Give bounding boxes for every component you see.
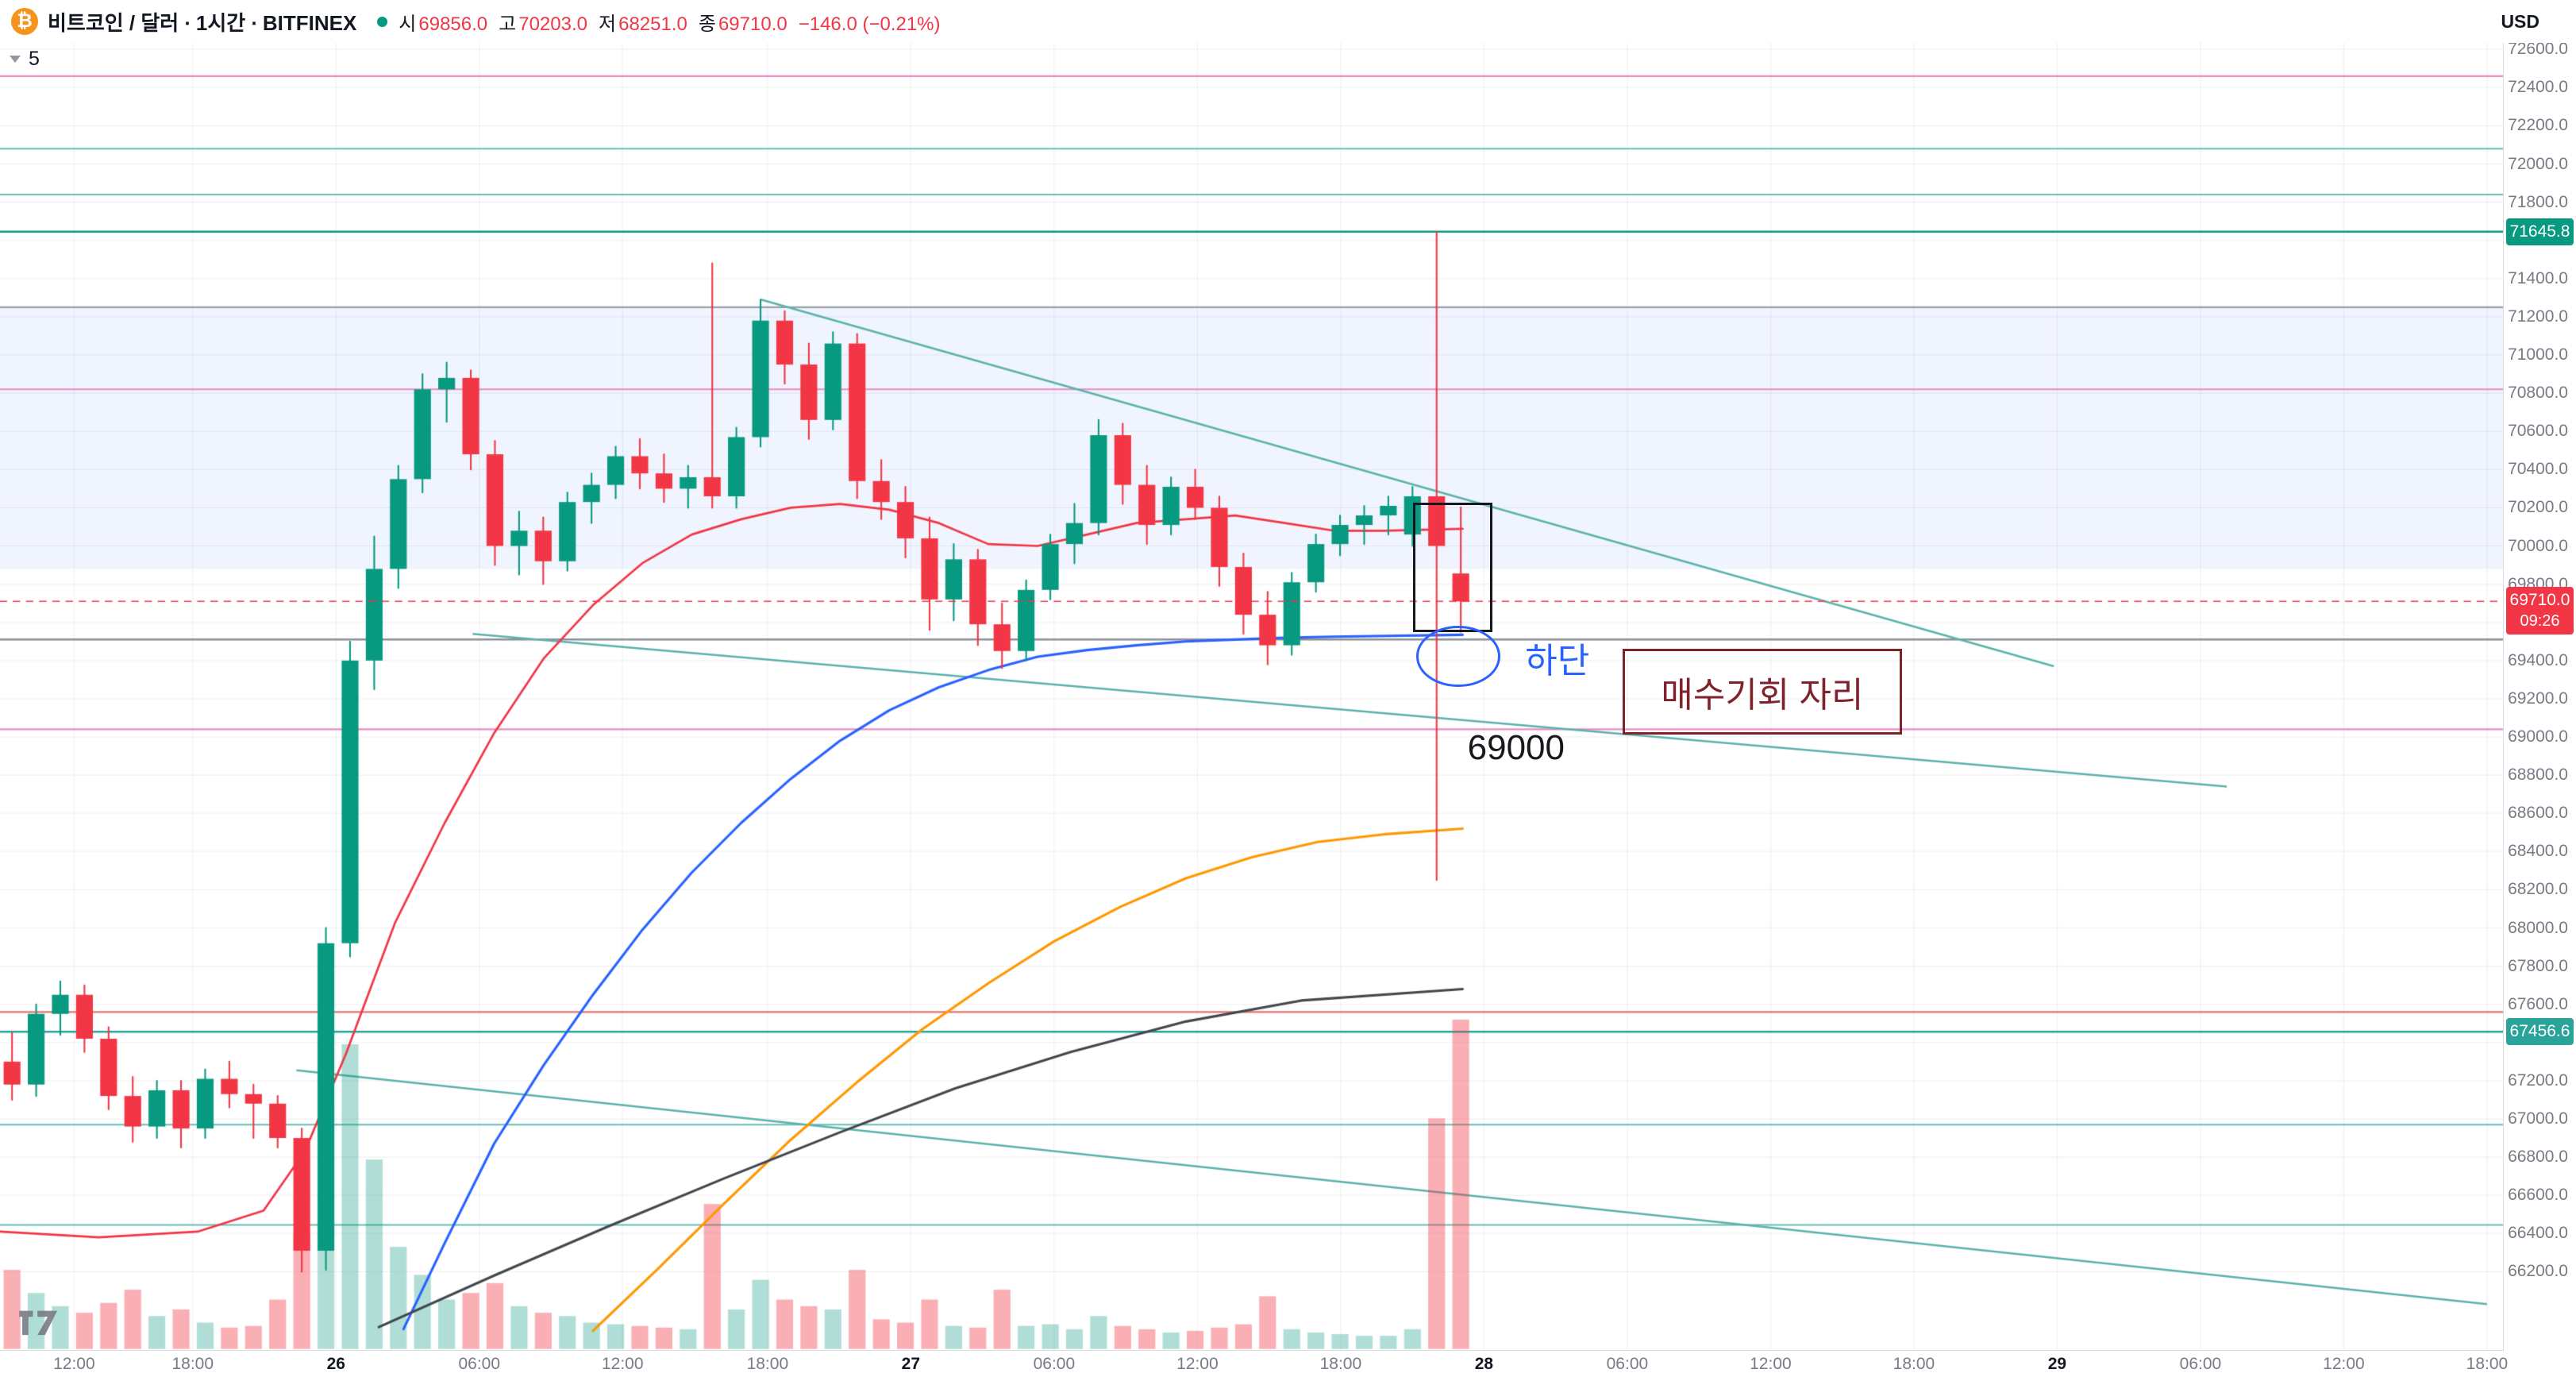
annotation-buy-opportunity-text: 매수기회 자리 — [1661, 676, 1864, 716]
tradingview-logo[interactable] — [16, 1305, 65, 1342]
price-tick-label: 68400.0 — [2508, 842, 2568, 861]
price-tick-label: 71800.0 — [2508, 192, 2568, 211]
time-tick-label: 18:00 — [2466, 1355, 2509, 1373]
time-tick-label: 18:00 — [1319, 1355, 1362, 1373]
price-tick-label: 70000.0 — [2508, 536, 2568, 555]
price-tick-label: 71200.0 — [2508, 307, 2568, 326]
time-tick-label: 06:00 — [458, 1355, 501, 1373]
interval-value: 5 — [29, 48, 40, 70]
annotation-ellipse[interactable] — [1416, 626, 1500, 687]
chevron-down-icon — [10, 56, 21, 63]
price-tick-label: 68600.0 — [2508, 804, 2568, 823]
annotation-text-69000[interactable]: 69000 — [1467, 727, 1565, 767]
price-tick-label: 68800.0 — [2508, 766, 2568, 785]
price-tick-label: 71000.0 — [2508, 345, 2568, 364]
ohlc-readout: 시 69856.0 고 70203.0 저 68251.0 종 69710.0 −146… — [387, 8, 940, 36]
price-tick-label: 70800.0 — [2508, 384, 2568, 403]
currency-label[interactable]: USD — [2501, 11, 2539, 32]
price-badge-spike-high[interactable]: 71645.8 — [2506, 218, 2574, 245]
price-tick-label: 71400.0 — [2508, 268, 2568, 287]
time-tick-label: 18:00 — [1893, 1355, 1935, 1373]
time-tick-label: 12:00 — [1176, 1355, 1219, 1373]
low-value: 68251.0 — [618, 13, 687, 35]
price-tick-label: 70200.0 — [2508, 498, 2568, 517]
time-tick-label: 26 — [326, 1355, 345, 1373]
time-tick-label: 12:00 — [1750, 1355, 1792, 1373]
time-tick-label: 28 — [1474, 1355, 1494, 1373]
price-tick-label: 70600.0 — [2508, 422, 2568, 441]
low-label: 저 — [599, 13, 617, 35]
price-tick-label: 69200.0 — [2508, 688, 2568, 708]
price-tick-label: 70400.0 — [2508, 460, 2568, 479]
price-tick-label: 66600.0 — [2508, 1186, 2568, 1205]
annotation-buy-opportunity-box[interactable]: 매수기회 자리 — [1622, 649, 1903, 735]
price-tick-label: 72000.0 — [2508, 154, 2568, 173]
price-badge-last-price[interactable]: 69710.0 09:26 — [2506, 587, 2574, 635]
price-tick-label: 69400.0 — [2508, 650, 2568, 669]
high-value: 70203.0 — [518, 13, 587, 35]
time-axis[interactable]: 12:00 18:00 26 06:00 12:00 18:00 27 06:00 12:00 1… — [0, 1350, 2508, 1377]
time-tick-label: 12:00 — [2323, 1355, 2365, 1373]
price-badge-spike-high-value: 71645.8 — [2509, 222, 2570, 241]
time-tick-label: 06:00 — [2179, 1355, 2222, 1373]
bar-countdown: 09:26 — [2520, 612, 2560, 631]
change-value: −146.0 (−0.21%) — [798, 13, 941, 35]
symbol-title-button[interactable]: 비트코인 / 달러 ∙ 1시간 ∙ BITFINEX — [48, 10, 357, 35]
high-label: 고 — [499, 13, 517, 35]
time-tick-label: 12:00 — [601, 1355, 644, 1373]
price-axis[interactable]: 71645.8 69710.0 09:26 67456.6 72600.0 7240… — [2503, 0, 2576, 1377]
price-tick-label: 67600.0 — [2508, 994, 2568, 1013]
time-tick-label: 12:00 — [53, 1355, 95, 1373]
market-open-dot-icon — [377, 16, 388, 27]
price-tick-label: 68000.0 — [2508, 918, 2568, 937]
open-label: 시 — [399, 13, 417, 35]
close-value: 69710.0 — [718, 13, 787, 35]
annotation-rectangle[interactable] — [1413, 502, 1492, 633]
price-tick-label: 72400.0 — [2508, 78, 2568, 97]
price-tick-label: 66400.0 — [2508, 1224, 2568, 1243]
price-tick-label: 67000.0 — [2508, 1109, 2568, 1128]
price-badge-support-line[interactable]: 67456.6 — [2506, 1018, 2574, 1046]
price-tick-label: 67800.0 — [2508, 956, 2568, 975]
time-tick-label: 27 — [901, 1355, 921, 1373]
close-label: 종 — [698, 13, 716, 35]
open-value: 69856.0 — [418, 13, 488, 35]
price-tick-label: 68200.0 — [2508, 880, 2568, 899]
bitcoin-icon: ₿ — [11, 8, 38, 35]
annotation-text-hadan[interactable]: 하단 — [1525, 642, 1590, 681]
time-tick-label: 06:00 — [1033, 1355, 1076, 1373]
price-tick-label: 72200.0 — [2508, 116, 2568, 135]
time-tick-label: 18:00 — [746, 1355, 789, 1373]
time-tick-label: 18:00 — [171, 1355, 214, 1373]
price-tick-label: 66200.0 — [2508, 1262, 2568, 1281]
drawing-overlay: 하단 매수기회 자리 69000 — [1413, 502, 1903, 767]
price-tick-label: 72600.0 — [2508, 40, 2568, 59]
price-badge-last-price-value: 69710.0 — [2509, 591, 2570, 610]
price-tick-label: 67200.0 — [2508, 1070, 2568, 1090]
bitcoin-glyph: ₿ — [17, 10, 33, 32]
interval-chip[interactable]: 5 — [10, 48, 40, 71]
time-tick-label: 29 — [2047, 1355, 2067, 1373]
price-tick-label: 66800.0 — [2508, 1148, 2568, 1167]
time-tick-label: 06:00 — [1606, 1355, 1649, 1373]
price-badge-support-line-value: 67456.6 — [2509, 1022, 2570, 1041]
price-tick-label: 69000.0 — [2508, 727, 2568, 746]
